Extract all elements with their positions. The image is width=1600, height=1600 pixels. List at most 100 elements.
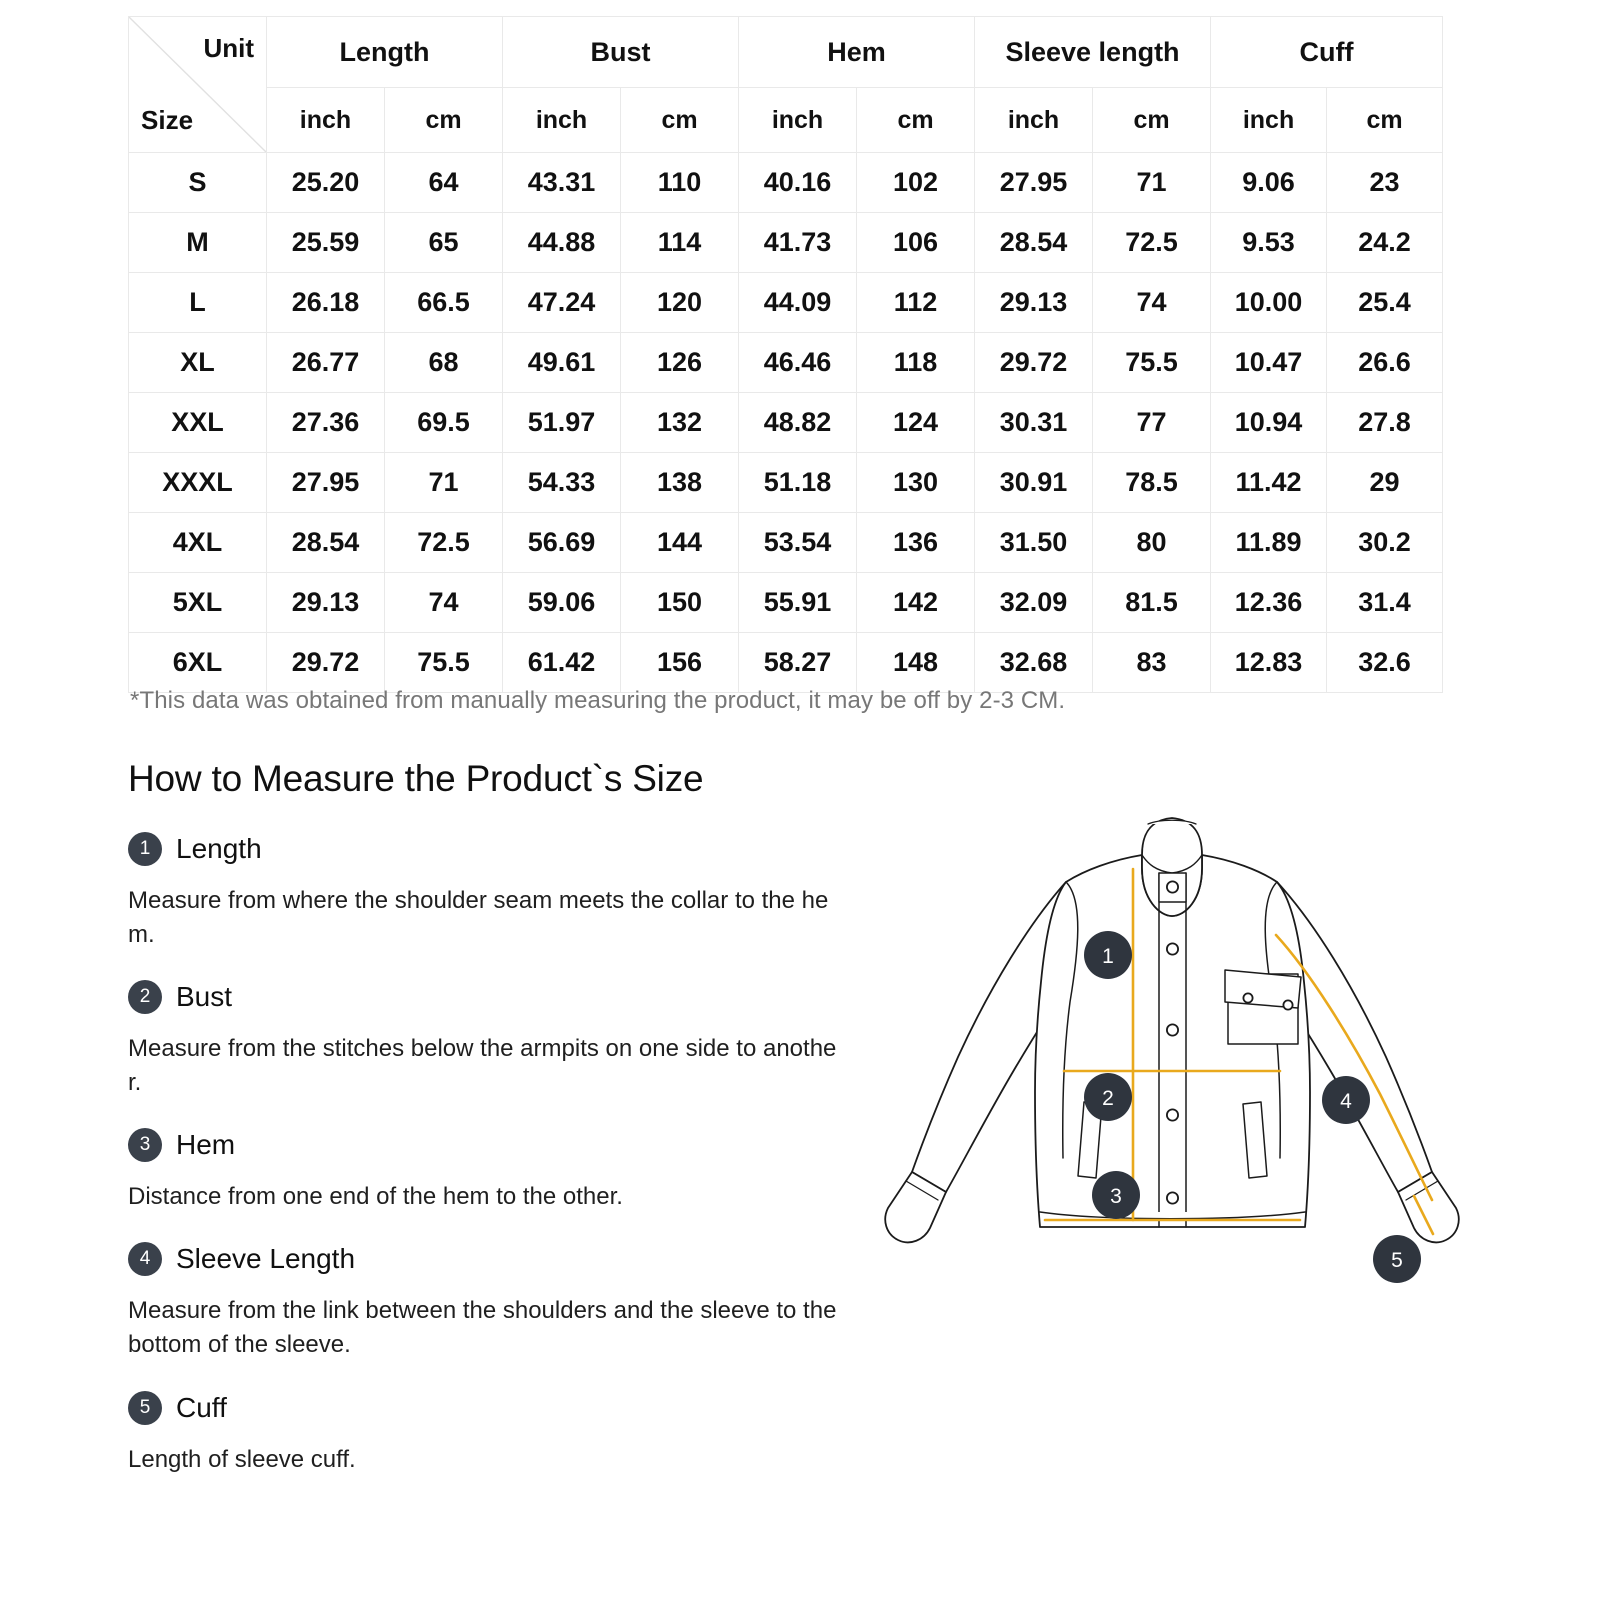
table-cell: 46.46 bbox=[738, 332, 858, 393]
table-cell: 31.50 bbox=[974, 512, 1094, 573]
measure-step: 1 Length Measure from where the shoulder s… bbox=[128, 832, 848, 952]
row-size-label: 4XL bbox=[128, 512, 267, 573]
group-header-bust: Bust bbox=[502, 16, 740, 88]
chest-button-1 bbox=[1165, 942, 1179, 956]
table-cell: 142 bbox=[856, 572, 976, 633]
table-row: 5XL 29.13 74 59.06 150 55.91 142 32.09 81.5 12.36… bbox=[128, 572, 1444, 633]
table-row: M 25.59 65 44.88 114 41.73 106 28.54 72.5 9.53 24.… bbox=[128, 212, 1444, 273]
table-row: 4XL 28.54 72.5 56.69 144 53.54 136 31.50 80 11.89… bbox=[128, 512, 1444, 573]
measure-step-header: 2 Bust bbox=[128, 980, 848, 1015]
table-cell: 56.69 bbox=[502, 512, 622, 573]
collar-top-edge bbox=[1147, 819, 1197, 825]
row-size-label: L bbox=[128, 272, 267, 333]
table-cell: 72.5 bbox=[1092, 212, 1212, 273]
table-cell: 40.16 bbox=[738, 152, 858, 213]
table-row: XXL 27.36 69.5 51.97 132 48.82 124 30.31 77 10.94… bbox=[128, 392, 1444, 453]
table-cell: 74 bbox=[1092, 272, 1212, 333]
left-cuff-shape bbox=[884, 1171, 947, 1244]
table-cell: 29.72 bbox=[266, 632, 385, 693]
step-number-badge: 2 bbox=[128, 980, 162, 1015]
table-cell: 77 bbox=[1092, 392, 1212, 453]
step-number-badge: 4 bbox=[128, 1242, 162, 1277]
step-title: Sleeve Length bbox=[176, 1243, 356, 1275]
group-header-sleeve-length: Sleeve length bbox=[974, 16, 1212, 88]
table-cell: 126 bbox=[620, 332, 740, 393]
row-size-label: XL bbox=[128, 332, 267, 393]
measure-step: 5 Cuff Length of sleeve cuff. bbox=[128, 1390, 848, 1477]
table-cell: 11.89 bbox=[1210, 512, 1328, 573]
step-number-badge: 5 bbox=[128, 1390, 162, 1425]
table-cell: 66.5 bbox=[383, 272, 504, 333]
row-size-label: 6XL bbox=[128, 632, 267, 693]
table-cell: 27.8 bbox=[1326, 392, 1444, 453]
left-cuff-seam bbox=[905, 1180, 939, 1201]
unit-header-length-cm: cm bbox=[383, 87, 504, 153]
left-shoulder-seam bbox=[1062, 881, 1079, 1159]
table-cell: 28.54 bbox=[974, 212, 1094, 273]
pocket-flap-button-right bbox=[1282, 999, 1294, 1011]
step-title: Cuff bbox=[176, 1391, 227, 1423]
table-cell: 47.24 bbox=[502, 272, 622, 333]
unit-header-bust-inch: inch bbox=[502, 87, 622, 153]
collar-button bbox=[1165, 880, 1179, 894]
step-description: Measure from where the shoulder seam mee… bbox=[128, 887, 829, 949]
table-cell: 44.88 bbox=[502, 212, 622, 273]
table-cell: 30.31 bbox=[974, 392, 1094, 453]
table-cell: 80 bbox=[1092, 512, 1212, 573]
row-size-label: XXXL bbox=[128, 452, 267, 513]
table-cell: 69.5 bbox=[383, 392, 504, 453]
measure-step-header: 5 Cuff bbox=[128, 1390, 848, 1425]
table-cell: 112 bbox=[856, 272, 976, 333]
step-description: Measure from the link between the should… bbox=[128, 1297, 837, 1359]
table-cell: 26.77 bbox=[266, 332, 385, 393]
table-cell: 31.4 bbox=[1326, 572, 1444, 633]
table-cell: 25.59 bbox=[266, 212, 385, 273]
row-size-label: 5XL bbox=[128, 572, 267, 633]
table-cell: 9.53 bbox=[1210, 212, 1328, 273]
chest-button-2 bbox=[1165, 1023, 1179, 1037]
measurement-badges-group: 1 2 3 4 5 bbox=[1084, 931, 1421, 1283]
table-cell: 78.5 bbox=[1092, 452, 1212, 513]
waist-button-2 bbox=[1165, 1191, 1179, 1205]
table-cell: 71 bbox=[383, 452, 504, 513]
table-cell: 49.61 bbox=[502, 332, 622, 393]
table-cell: 83 bbox=[1092, 632, 1212, 693]
badge-1-label: 1 bbox=[1102, 945, 1114, 968]
measure-step: 2 Bust Measure from the stitches below the… bbox=[128, 980, 848, 1100]
table-cell: 26.18 bbox=[266, 272, 385, 333]
table-cell: 136 bbox=[856, 512, 976, 573]
table-cell: 29 bbox=[1326, 452, 1444, 513]
badge-3-hem: 3 bbox=[1092, 1171, 1140, 1219]
table-cell: 55.91 bbox=[738, 572, 858, 633]
step-number-badge: 1 bbox=[128, 832, 162, 866]
table-cell: 29.13 bbox=[266, 572, 385, 633]
unit-header-cuff-cm: cm bbox=[1326, 87, 1444, 153]
table-cell: 11.42 bbox=[1210, 452, 1328, 513]
size-chart-table: Unit Size Length Bust Hem Sleeve length … bbox=[128, 16, 1444, 693]
table-cell: 138 bbox=[620, 452, 740, 513]
table-cell: 110 bbox=[620, 152, 740, 213]
size-chart-table-wrapper: Unit Size Length Bust Hem Sleeve length … bbox=[128, 16, 1444, 693]
right-cuff-seam bbox=[1405, 1180, 1439, 1201]
table-cell: 106 bbox=[856, 212, 976, 273]
step-description: Measure from the stitches below the armp… bbox=[128, 1035, 837, 1097]
table-cell: 71 bbox=[1092, 152, 1212, 213]
badge-1-length: 1 bbox=[1084, 931, 1132, 979]
table-cell: 118 bbox=[856, 332, 976, 393]
table-cell: 43.31 bbox=[502, 152, 622, 213]
step-number-badge: 3 bbox=[128, 1128, 162, 1163]
badge-4-label: 4 bbox=[1340, 1090, 1352, 1113]
table-cell: 12.36 bbox=[1210, 572, 1328, 633]
table-cell: 68 bbox=[383, 332, 504, 393]
table-cell: 29.13 bbox=[974, 272, 1094, 333]
step-title: Length bbox=[176, 833, 262, 864]
table-cell: 30.91 bbox=[974, 452, 1094, 513]
table-cell: 10.47 bbox=[1210, 332, 1328, 393]
badge-2-bust: 2 bbox=[1084, 1073, 1132, 1121]
table-cell: 25.4 bbox=[1326, 272, 1444, 333]
unit-header-length-inch: inch bbox=[266, 87, 385, 153]
unit-header-hem-cm: cm bbox=[856, 87, 976, 153]
table-cell: 25.20 bbox=[266, 152, 385, 213]
cuff-guide-line bbox=[1412, 1194, 1435, 1236]
table-cell: 10.00 bbox=[1210, 272, 1328, 333]
